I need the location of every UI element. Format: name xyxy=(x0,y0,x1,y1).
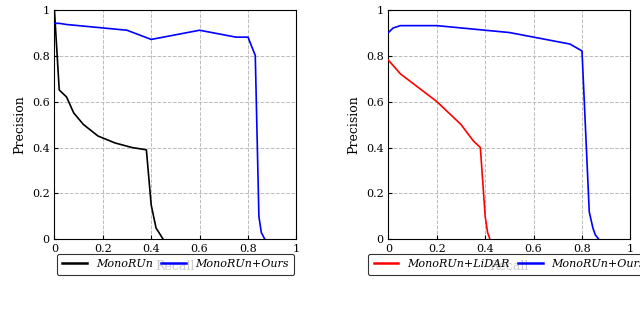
Legend: MonoRUn+LiDAR, MonoRUn+Ours: MonoRUn+LiDAR, MonoRUn+Ours xyxy=(368,254,640,275)
Legend: MonoRUn, MonoRUn+Ours: MonoRUn, MonoRUn+Ours xyxy=(57,254,294,275)
Y-axis label: Precision: Precision xyxy=(13,95,26,154)
X-axis label: Recall: Recall xyxy=(490,260,529,273)
Y-axis label: Precision: Precision xyxy=(348,95,360,154)
X-axis label: Recall: Recall xyxy=(156,260,195,273)
